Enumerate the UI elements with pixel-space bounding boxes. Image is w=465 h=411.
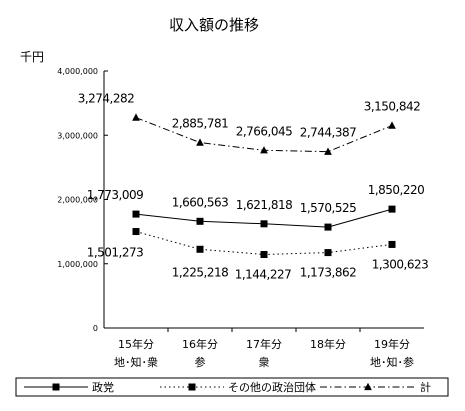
data-point-square: [260, 250, 268, 258]
legend-label: その他の政治団体: [228, 380, 316, 394]
x-tick-sublabel: 地･知･衆: [114, 355, 158, 369]
series-1: 1,773,009 1,660,563 1,621,818 1,570,525 1,85…: [87, 183, 425, 231]
data-point-triangle: [196, 138, 204, 146]
data-label: 1,173,862: [300, 266, 357, 280]
chart-title: 収入額の推移: [169, 16, 259, 34]
data-label: 1,501,273: [87, 246, 144, 260]
data-label: 3,274,282: [78, 92, 135, 106]
data-point-square: [196, 217, 204, 225]
data-point-square: [324, 249, 332, 257]
data-label: 1,660,563: [172, 195, 229, 209]
data-label: 2,744,387: [300, 126, 357, 140]
x-tick-label: 18年分: [310, 337, 346, 351]
data-label: 1,144,227: [235, 267, 292, 281]
y-tick-label: 2,000,000: [57, 196, 98, 205]
y-tick-label: 1,000,000: [57, 260, 98, 269]
x-tick-label: 15年分: [118, 337, 154, 351]
data-label: 1,570,525: [300, 201, 357, 215]
data-label: 1,621,818: [236, 198, 293, 212]
data-point-triangle: [364, 382, 372, 391]
legend-box: [15, 377, 449, 397]
x-tick-label: 17年分: [246, 337, 282, 351]
data-point-triangle: [388, 121, 396, 129]
data-label: 1,300,623: [372, 257, 429, 271]
x-tick-sublabel: 参: [195, 355, 206, 369]
data-point-square: [132, 228, 140, 236]
data-label: 1,773,009: [87, 188, 144, 202]
legend-label: 政党: [92, 380, 114, 394]
data-point-square: [388, 205, 396, 213]
data-point-triangle: [324, 147, 332, 155]
data-point-square: [132, 210, 140, 218]
data-point-square: [388, 240, 396, 248]
axes: 4,000,000 3,000,000 2,000,000 1,000,000 0 15年…: [57, 67, 424, 369]
data-point-square: [52, 383, 60, 391]
x-tick-label: 19年分: [374, 337, 410, 351]
legend-label: 計: [420, 380, 431, 394]
data-label: 3,150,842: [364, 100, 421, 114]
legend: 政党 その他の政治団体 計: [15, 377, 449, 397]
data-label: 2,885,781: [172, 117, 229, 131]
x-tick-label: 16年分: [182, 337, 218, 351]
x-tick-sublabel: 地･知･参: [370, 355, 414, 369]
series-layer: 1,773,009 1,660,563 1,621,818 1,570,525 1,85…: [78, 92, 429, 282]
data-label: 2,766,045: [236, 124, 293, 138]
data-point-square: [324, 223, 332, 231]
y-tick-label: 0: [93, 324, 98, 333]
x-tick-sublabel: 衆: [259, 356, 270, 369]
series-3: 3,274,282 2,885,781 2,766,045 2,744,387 3,15…: [78, 92, 421, 155]
data-point-square: [260, 220, 268, 228]
data-point-triangle: [132, 113, 140, 121]
data-point-triangle: [260, 146, 268, 154]
data-label: 1,850,220: [368, 183, 425, 197]
legend-item-1: 政党: [24, 380, 114, 394]
data-point-square: [196, 245, 204, 253]
series-2: 1,501,273 1,225,218 1,144,227 1,173,862 1,30…: [87, 228, 429, 281]
legend-item-2: その他の政治団体: [160, 380, 316, 394]
y-axis-unit-label: 千円: [20, 50, 44, 64]
legend-item-3: 計: [320, 380, 431, 394]
y-tick-label: 3,000,000: [57, 131, 98, 140]
data-label: 1,225,218: [172, 265, 229, 279]
y-tick-label: 4,000,000: [57, 67, 98, 76]
data-point-square: [188, 383, 196, 391]
